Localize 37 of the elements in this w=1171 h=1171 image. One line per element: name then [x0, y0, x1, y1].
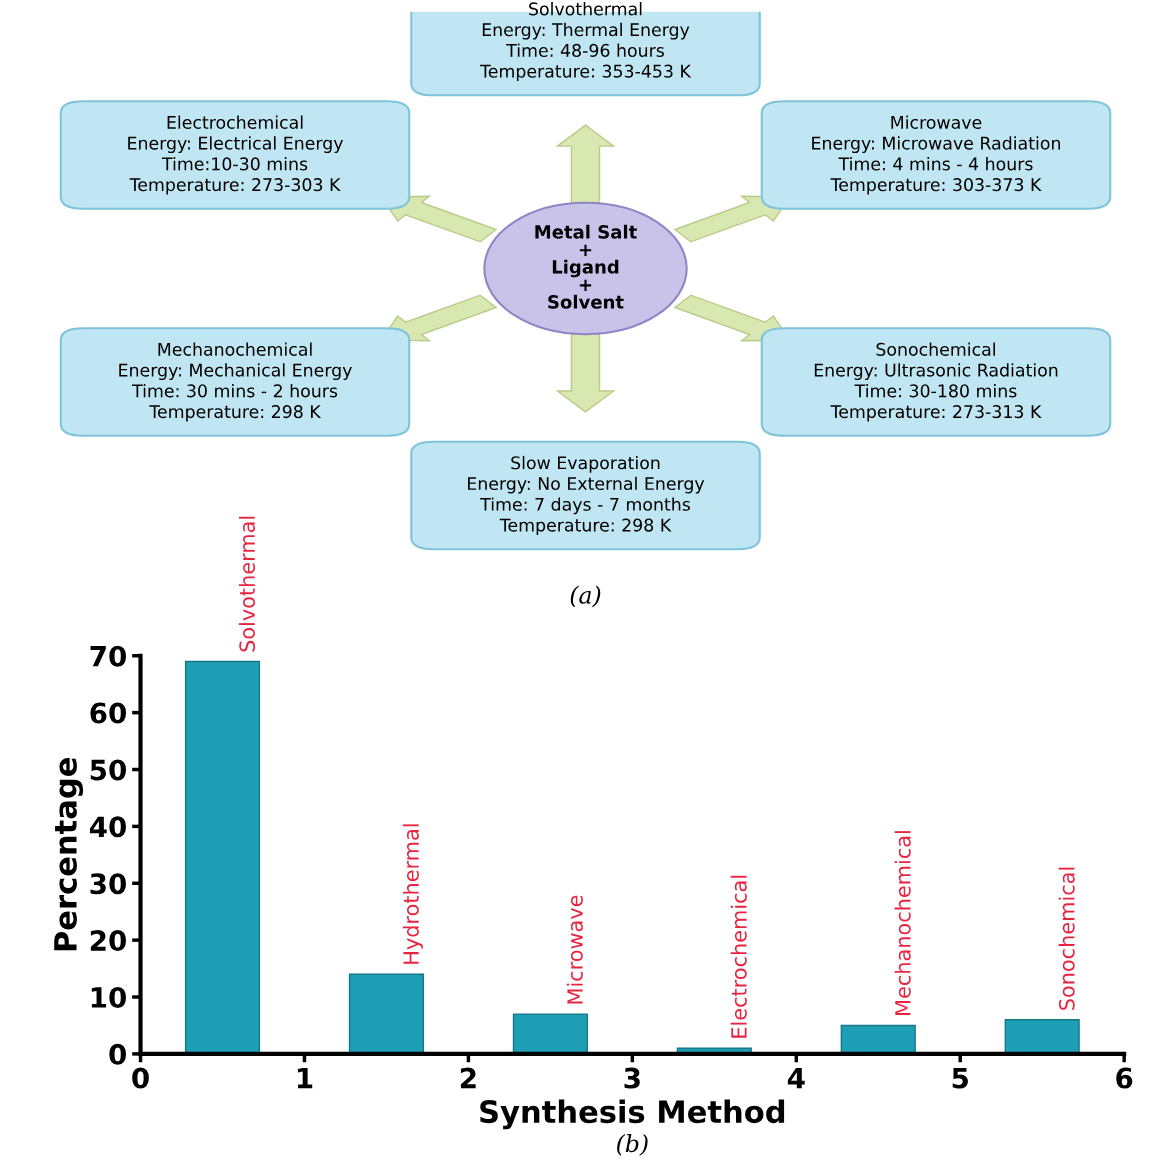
annotation: Mechanochemical	[894, 831, 911, 1015]
annotation: Hydrothermal	[402, 824, 423, 964]
annotation: Electrochemical	[730, 875, 747, 1038]
x-tick-label: 3	[624, 1067, 640, 1089]
annotation: Microwave	[566, 895, 583, 1004]
bar	[1004, 1019, 1080, 1054]
x-tick-label: 6	[1116, 1067, 1133, 1089]
text: (b)	[617, 1134, 648, 1156]
x-tick-label: 2	[460, 1067, 476, 1089]
x-tick-label: 1	[297, 1067, 313, 1089]
bar	[840, 1024, 916, 1054]
x-tick-label: 4	[787, 1067, 805, 1089]
y-axis-title: Percentage	[54, 758, 84, 951]
text: Slow Evaporation Energy: No External Energy Time: 7 days - 7 months Temperature: 298 K	[468, 455, 705, 535]
text: Metal Salt + Ligand + Solvent	[535, 224, 637, 309]
x-axis-title: Synthesis Method	[480, 1099, 785, 1130]
y-tick-label: 60	[90, 702, 126, 724]
annotation: Sonochemical	[1058, 867, 1075, 1010]
text: (a)	[570, 585, 601, 608]
x-tick-label: 5	[952, 1067, 968, 1089]
text: Microwave Energy: Microwave Radiation Time: 4 mins - 4 hours Temperature: 303-373 K	[812, 115, 1060, 195]
y-tick-label: 50	[90, 759, 126, 781]
text: Solvothermal Energy: Thermal Energy Time: 48-96 hours Temperature: 353-453 K	[480, 2, 692, 82]
y-tick-label: 20	[90, 930, 126, 952]
text: Mechanochemical Energy: Mechanical Energy Time: 30 mins - 2 hours Temperature: 298 K	[119, 342, 352, 422]
text: Sonochemical Energy: Ultrasonic Radiation Time: 30-180 mins Temperature: 273-313 K	[814, 342, 1058, 422]
y-tick-label: 40	[89, 816, 126, 838]
y-tick-label: 10	[91, 986, 126, 1008]
bar	[348, 973, 425, 1054]
y-tick-label: 0	[109, 1043, 126, 1065]
y-tick-label: 70	[90, 645, 126, 667]
annotation: Solvothermal	[238, 516, 256, 652]
y-tick-label: 30	[90, 873, 126, 895]
text: Electrochemical Energy: Electrical Energy Time:10-30 mins Temperature: 273-303 K	[128, 115, 343, 195]
x-tick-label: 0	[132, 1067, 149, 1089]
bar	[512, 1013, 588, 1054]
bar	[184, 660, 261, 1054]
